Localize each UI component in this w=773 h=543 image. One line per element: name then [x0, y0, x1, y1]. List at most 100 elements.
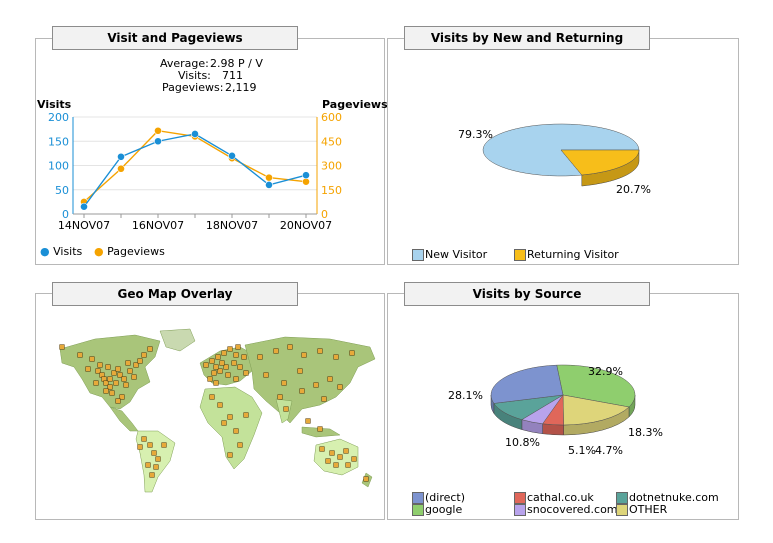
- visitor-marker: [241, 354, 247, 360]
- visitor-marker: [97, 362, 103, 368]
- visitor-marker: [155, 456, 161, 462]
- visitor-marker: [297, 368, 303, 374]
- left-tick-label: 0: [62, 208, 69, 221]
- visitor-marker: [141, 436, 147, 442]
- visitor-marker: [243, 370, 249, 376]
- visitor-marker: [301, 352, 307, 358]
- visitor-marker: [209, 358, 215, 364]
- right-tick-label: 0: [321, 208, 328, 221]
- legend-visits-label: Visits: [53, 245, 83, 258]
- visitor-marker: [273, 348, 279, 354]
- source-slice: [556, 364, 636, 408]
- x-tick-label: 14NOV07: [58, 219, 110, 232]
- slice-label-returning-visitor: 20.7%: [616, 183, 651, 196]
- legend-cathal-swatch: [514, 492, 526, 504]
- left-tick-label: 100: [48, 160, 69, 173]
- source-title: Visits by Source: [404, 282, 650, 306]
- visitor-marker: [153, 464, 159, 470]
- visitor-marker: [77, 352, 83, 358]
- visitor-marker: [345, 462, 351, 468]
- visitor-marker: [207, 376, 213, 382]
- legend-returning-visitor-label: Returning Visitor: [527, 248, 619, 261]
- legend-dotnetnuke-label: dotnetnuke.com: [629, 491, 719, 504]
- visitor-marker: [325, 458, 331, 464]
- visitor-marker: [321, 396, 327, 402]
- visitor-marker: [127, 368, 133, 374]
- visitor-marker: [137, 444, 143, 450]
- visitor-marker: [337, 454, 343, 460]
- visits-point: [117, 152, 125, 161]
- greenland-shape: [159, 328, 196, 352]
- visitor-marker: [141, 352, 147, 358]
- legend-pageviews-label: Pageviews: [107, 245, 165, 258]
- visitor-marker: [133, 362, 139, 368]
- geo-map-title: Geo Map Overlay: [52, 282, 298, 306]
- visitor-marker: [237, 364, 243, 370]
- visitor-marker: [115, 366, 121, 372]
- visits-series-line: [83, 133, 307, 208]
- australia-shape: [313, 438, 359, 476]
- visitor-marker: [349, 350, 355, 356]
- right-tick-label: 450: [321, 135, 342, 148]
- visitor-marker: [107, 384, 113, 390]
- visitor-marker: [235, 344, 241, 350]
- visitor-marker: [89, 356, 95, 362]
- visitor-marker: [111, 370, 117, 376]
- left-tick-label: 50: [55, 184, 69, 197]
- legend-other-swatch: [616, 504, 628, 516]
- legend-cathal-label: cathal.co.uk: [527, 491, 594, 504]
- visits-point: [228, 151, 236, 160]
- legend-visits: ● Visits: [40, 245, 82, 258]
- visitor-marker: [95, 368, 101, 374]
- visitor-marker: [107, 376, 113, 382]
- pageviews-point: [265, 173, 273, 182]
- visitor-marker: [219, 360, 225, 366]
- visitor-marker: [227, 414, 233, 420]
- visits-point: [265, 181, 273, 189]
- visitor-marker: [333, 462, 339, 468]
- summary-average-label: Average:: [160, 57, 209, 70]
- pageviews-point: [154, 126, 162, 135]
- visitor-marker: [221, 420, 227, 426]
- indonesia-shape: [301, 426, 341, 438]
- new-returning-title: Visits by New and Returning: [404, 26, 650, 50]
- visitor-marker: [233, 428, 239, 434]
- visitor-marker: [329, 450, 335, 456]
- slice-label-dotnetnukecom: 10.8%: [505, 436, 540, 449]
- legend-google-label: google: [425, 503, 463, 516]
- visits-point: [154, 137, 162, 146]
- slice-label-snocoveredcom: 5.1%: [568, 444, 596, 457]
- visitor-marker: [257, 354, 263, 360]
- visitor-marker: [59, 344, 65, 350]
- asia-shape: [244, 336, 376, 424]
- visitor-marker: [217, 402, 223, 408]
- visits-point: [191, 130, 199, 138]
- visitor-marker: [327, 376, 333, 382]
- visitor-marker: [243, 412, 249, 418]
- visitor-marker: [113, 380, 119, 386]
- visitor-marker: [93, 380, 99, 386]
- visitor-marker: [209, 394, 215, 400]
- visitor-marker: [299, 388, 305, 394]
- legend-dotnetnuke-swatch: [616, 492, 628, 504]
- visits-dot-icon: ●: [40, 245, 50, 258]
- visitor-marker: [213, 364, 219, 370]
- visitor-marker: [287, 344, 293, 350]
- visitor-marker: [305, 418, 311, 424]
- x-tick-label: 16NOV07: [132, 219, 184, 232]
- visits-point: [302, 171, 310, 180]
- visitor-marker: [161, 442, 167, 448]
- visitor-marker: [337, 384, 343, 390]
- visitor-marker: [121, 376, 127, 382]
- slice-label-google: 32.9%: [588, 365, 623, 378]
- visitor-marker: [333, 354, 339, 360]
- left-tick-label: 150: [48, 135, 69, 148]
- visitor-marker: [145, 462, 151, 468]
- visitor-markers: [59, 344, 369, 482]
- world-map[interactable]: [40, 327, 380, 497]
- visitor-marker: [317, 348, 323, 354]
- source-pie: 32.9% 18.3% 4.7%5.1% 10.8% 28.1%: [448, 364, 663, 457]
- visitor-marker: [137, 358, 143, 364]
- source-slice: [562, 394, 630, 426]
- visits-pageviews-panel: [35, 38, 385, 265]
